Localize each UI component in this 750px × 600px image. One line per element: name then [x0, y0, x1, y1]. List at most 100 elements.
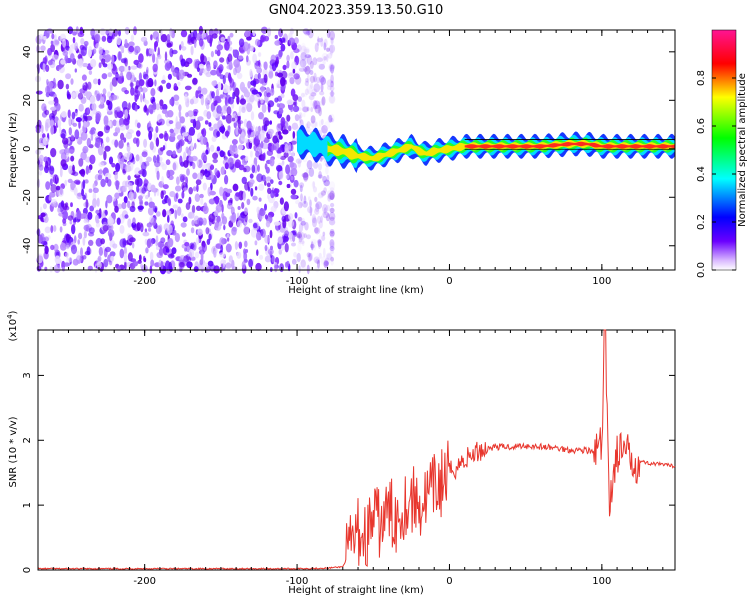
spectrogram-noise-cell	[267, 27, 272, 37]
spectrogram-noise-cell	[320, 82, 324, 92]
spectrogram-noise-cell	[219, 237, 225, 246]
spectrogram-noise-cell	[291, 61, 297, 71]
spectrogram-noise-cell	[201, 129, 204, 135]
spectrogram-noise-cell	[208, 126, 214, 131]
spectrogram-noise-cell	[282, 64, 287, 71]
spectrogram-noise-cell	[134, 94, 138, 103]
spectrogram-noise-cell	[329, 85, 335, 92]
spectrogram-noise-cell	[258, 59, 261, 68]
spectrogram-noise-cell	[310, 92, 317, 97]
spectrogram-noise-cell	[154, 160, 161, 168]
spectrogram-noise-cell	[155, 137, 160, 147]
spectrogram-noise-cell	[73, 235, 77, 244]
spectrogram-noise-cell	[263, 137, 270, 144]
spectrogram-noise-cell	[320, 190, 326, 196]
spectrogram-noise-cell	[63, 262, 71, 267]
spectrogram-noise-cell	[63, 210, 69, 220]
spectrogram-noise-cell	[160, 34, 168, 43]
spectrogram-image	[34, 25, 675, 275]
spectrogram-noise-cell	[188, 211, 195, 219]
spectrogram-noise-cell	[229, 32, 234, 38]
spectrogram-noise-cell	[262, 117, 270, 127]
spectrogram-noise-cell	[127, 218, 132, 228]
spectrogram-noise-cell	[293, 73, 300, 80]
spectrogram-noise-cell	[206, 94, 212, 104]
spectrogram-noise-cell	[330, 37, 334, 45]
spectrogram-noise-cell	[100, 238, 105, 245]
spectrogram-noise-cell	[44, 165, 50, 174]
spectrogram-noise-cell	[328, 94, 336, 104]
spectrogram-noise-cell	[67, 215, 74, 221]
spectrogram-noise-cell	[138, 254, 142, 262]
spectrogram-noise-cell	[264, 244, 268, 252]
colorbar-tick-label: 0.6	[696, 118, 707, 134]
spectrogram-noise-cell	[286, 99, 294, 106]
spectrogram-noise-cell	[277, 236, 283, 244]
spectrogram-noise-cell	[138, 222, 143, 228]
spectrogram-noise-cell	[165, 248, 170, 253]
spectrogram-noise-cell	[236, 95, 240, 105]
colorbar: 0.0 0.2 0.4 0.6 0.8 Normalized spectral ampl…	[696, 29, 748, 278]
spectrogram-noise-cell	[101, 35, 107, 42]
spectrogram-noise-cell	[202, 182, 207, 191]
spectrogram-noise-cell	[133, 26, 137, 36]
chart-title: GN04.2023.359.13.50.G10	[269, 3, 444, 18]
spectrogram-noise-cell	[175, 142, 180, 150]
spectrogram-noise-cell	[152, 101, 157, 109]
spectrogram-noise-cell	[329, 30, 335, 41]
spectrogram-noise-cell	[100, 178, 106, 188]
x-tick-label: -200	[133, 576, 156, 587]
spectrogram-noise-cell	[44, 245, 49, 255]
spectrogram-noise-cell	[325, 204, 331, 211]
spectrogram-noise-cell	[276, 153, 282, 159]
spectrogram-noise-cell	[87, 168, 91, 174]
spectrogram-noise-cell	[306, 73, 310, 84]
spectrogram-noise-cell	[78, 232, 83, 240]
spectrogram-noise-cell	[329, 113, 335, 124]
spectrogram-noise-cell	[313, 100, 321, 109]
spectrogram-noise-cell	[188, 248, 195, 258]
spectrogram-noise-cell	[65, 234, 72, 240]
spectrogram-noise-cell	[119, 238, 127, 248]
spectrogram-noise-cell	[59, 126, 62, 134]
spectrogram-noise-cell	[176, 134, 184, 141]
spectrogram-noise-cell	[42, 136, 49, 146]
y-tick-label: 2	[22, 437, 33, 443]
spectrogram-noise-cell	[226, 202, 233, 210]
spectrogram-noise-cell	[290, 140, 297, 145]
spectrogram-noise-cell	[325, 213, 330, 222]
x-tick-label: -100	[286, 576, 309, 587]
spectrogram-noise-cell	[114, 171, 118, 181]
spectrogram-noise-cell	[108, 120, 112, 128]
spectrogram-signal-band	[464, 141, 675, 149]
spectrogram-noise-cell	[310, 99, 313, 107]
spectrogram-noise-cell	[194, 61, 199, 69]
spectrogram-noise-cell	[241, 261, 246, 269]
spectrogram-noise-cell	[294, 212, 298, 219]
spectrogram-noise-cell	[313, 75, 317, 83]
spectrogram-noise-cell	[200, 53, 205, 62]
spectrogram-noise-cell	[299, 59, 307, 68]
spectrogram-noise-cell	[263, 61, 268, 70]
spectrogram-noise-cell	[128, 45, 135, 53]
spectrogram-noise-cell	[41, 103, 47, 112]
spectrogram-noise-cell	[286, 260, 290, 267]
spectrogram-noise-cell	[272, 135, 279, 144]
spectrogram-noise-cell	[201, 32, 207, 38]
spectrogram-noise-cell	[265, 176, 272, 182]
spectrogram-noise-cell	[322, 175, 327, 183]
spectrogram-noise-cell	[273, 110, 280, 115]
spectrogram-noise-cell	[159, 85, 163, 93]
spectrogram-noise-cell	[155, 211, 161, 217]
spectrogram-noise-cell	[320, 215, 323, 223]
spectrogram-noise-cell	[300, 52, 307, 61]
spectrogram-noise-cell	[160, 190, 164, 200]
spectrogram-noise-cell	[126, 151, 133, 161]
spectrogram-noise-cell	[160, 260, 164, 270]
spectrogram-noise-cell	[229, 144, 233, 155]
spectrogram-noise-cell	[145, 194, 149, 200]
spectrogram-noise-cell	[263, 152, 266, 158]
colorbar-label: Normalized spectral amplitude	[737, 73, 748, 227]
spectrogram-noise-cell	[305, 123, 309, 128]
